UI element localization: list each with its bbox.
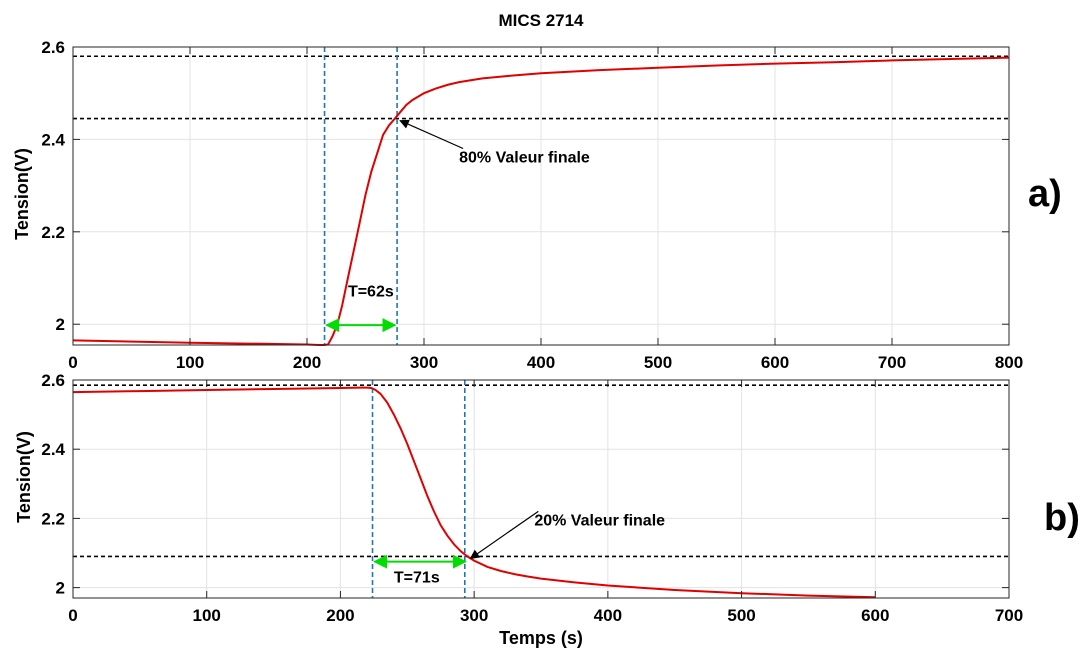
x-tick-label: 700 [995, 606, 1023, 625]
y-tick-label: 2.4 [41, 440, 65, 459]
y-tick-label: 2.6 [41, 38, 65, 57]
x-tick-label: 100 [176, 353, 204, 372]
x-tick-label: 400 [527, 353, 555, 372]
x-tick-label: 200 [326, 606, 354, 625]
series-line [72, 56, 1010, 346]
panel-label-a: a) [1028, 173, 1062, 215]
x-tick-label: 100 [193, 606, 221, 625]
y-axis-label-a: Tension(V) [12, 148, 32, 240]
y-axis-label-b: Tension(V) [14, 431, 34, 523]
x-tick-label: 400 [594, 606, 622, 625]
series-line [72, 386, 876, 599]
annotation-label: 20% Valeur finale [534, 512, 665, 529]
x-tick-label: 0 [68, 606, 77, 625]
x-tick-label: 600 [861, 606, 889, 625]
interval-label: T=62s [348, 283, 394, 300]
annotation-arrow [399, 119, 464, 150]
x-tick-label: 700 [878, 353, 906, 372]
x-tick-label: 300 [460, 606, 488, 625]
x-tick-label: 300 [410, 353, 438, 372]
y-tick-label: 2 [56, 315, 65, 334]
y-tick-label: 2 [56, 579, 65, 598]
y-tick-label: 2.6 [41, 371, 65, 390]
x-tick-label: 500 [727, 606, 755, 625]
panel-label-b: b) [1044, 497, 1080, 539]
x-axis-label: Temps (s) [499, 628, 583, 648]
chart-title: MICS 2714 [498, 11, 584, 30]
axes-box [72, 379, 1010, 599]
panel-a: T=62s 80% Valeur finale 0 100 200 300 400 500 60… [41, 38, 1023, 372]
panel-b: T=71s 20% Valeur finale 0 100 200 300 400 500 60… [41, 371, 1023, 625]
x-tick-label: 600 [761, 353, 789, 372]
interval-label: T=71s [394, 569, 440, 586]
annotation-label: 80% Valeur finale [459, 150, 590, 167]
plot-area [73, 380, 1009, 598]
x-tick-label: 800 [995, 353, 1023, 372]
x-tick-label: 200 [293, 353, 321, 372]
y-tick-label: 2.4 [41, 130, 65, 149]
x-tick-label: 0 [68, 353, 77, 372]
x-tick-label: 500 [644, 353, 672, 372]
y-tick-label: 2.2 [41, 509, 65, 528]
y-tick-label: 2.2 [41, 223, 65, 242]
annotation-arrow [469, 510, 539, 560]
